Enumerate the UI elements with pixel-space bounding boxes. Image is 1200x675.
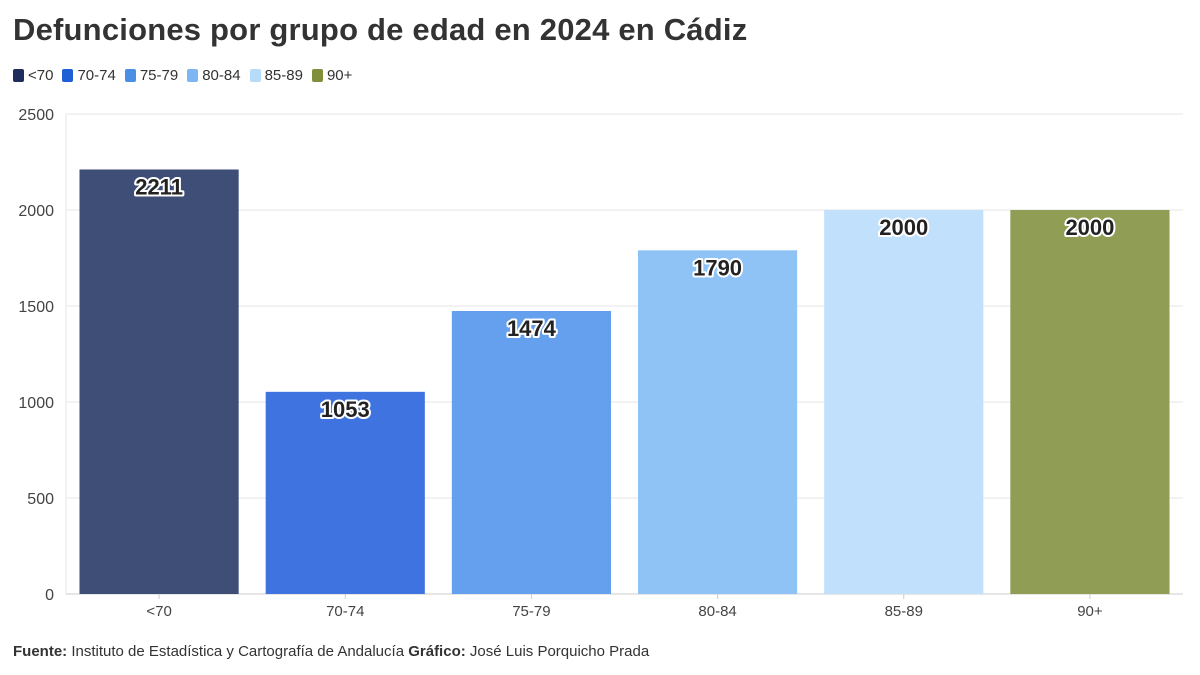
- legend: <70 70-74 75-79 80-84 85-89 90+: [13, 67, 361, 84]
- legend-label: 75-79: [139, 67, 179, 84]
- y-tick-label: 1000: [18, 395, 54, 412]
- legend-item: <70: [13, 67, 53, 84]
- data-label: 1474: [507, 316, 557, 341]
- source-text: Instituto de Estadística y Cartografía d…: [71, 643, 405, 660]
- data-label: 2000: [879, 215, 928, 240]
- legend-item: 85-89: [249, 67, 303, 84]
- y-tick-label: 0: [45, 587, 54, 604]
- bar: [451, 310, 612, 594]
- data-label: 1790: [693, 255, 742, 280]
- x-tick-label: 85-89: [885, 603, 923, 620]
- legend-item: 80-84: [187, 67, 241, 84]
- source-label: Fuente:: [13, 643, 68, 660]
- legend-item: 75-79: [124, 67, 179, 84]
- y-tick-label: 1500: [18, 299, 54, 316]
- x-tick-label: 75-79: [512, 603, 550, 620]
- bar: [824, 210, 984, 594]
- data-label: 2000: [1065, 215, 1114, 240]
- legend-swatch: [13, 69, 24, 82]
- legend-swatch: [62, 69, 74, 82]
- bar: [79, 169, 239, 594]
- x-tick-label: 90+: [1077, 603, 1103, 620]
- legend-item: 90+: [311, 67, 353, 84]
- legend-label: <70: [28, 67, 54, 84]
- legend-swatch: [311, 69, 323, 82]
- legend-label: 85-89: [264, 67, 303, 84]
- legend-item: 70-74: [62, 67, 116, 84]
- x-tick-label: <70: [146, 603, 171, 620]
- y-tick-label: 2500: [18, 107, 54, 124]
- chart-title: Defunciones por grupo de edad en 2024 en…: [13, 12, 748, 47]
- y-tick-label: 500: [27, 491, 54, 508]
- x-tick-label: 70-74: [326, 603, 364, 620]
- bar-chart: 0 500 1000 1500 2000 2500 2211 <70 1053 70-74 1474…: [18, 107, 1183, 620]
- bar: [1010, 210, 1170, 594]
- legend-label: 70-74: [77, 67, 116, 84]
- legend-swatch: [124, 69, 136, 82]
- y-tick-label: 2000: [18, 203, 54, 220]
- credit-text: José Luis Porquicho Prada: [469, 643, 650, 660]
- footer: Fuente: Instituto de Estadística y Carto…: [13, 643, 649, 660]
- x-tick-label: 80-84: [698, 603, 736, 620]
- legend-label: 80-84: [202, 67, 241, 84]
- legend-swatch: [249, 69, 261, 82]
- bar: [265, 391, 425, 594]
- bar: [637, 250, 798, 594]
- legend-label: 90+: [326, 67, 353, 84]
- data-label: 2211: [135, 174, 183, 199]
- credit-label: Gráfico:: [408, 643, 466, 660]
- legend-swatch: [187, 69, 199, 82]
- data-label: 1053: [321, 397, 370, 422]
